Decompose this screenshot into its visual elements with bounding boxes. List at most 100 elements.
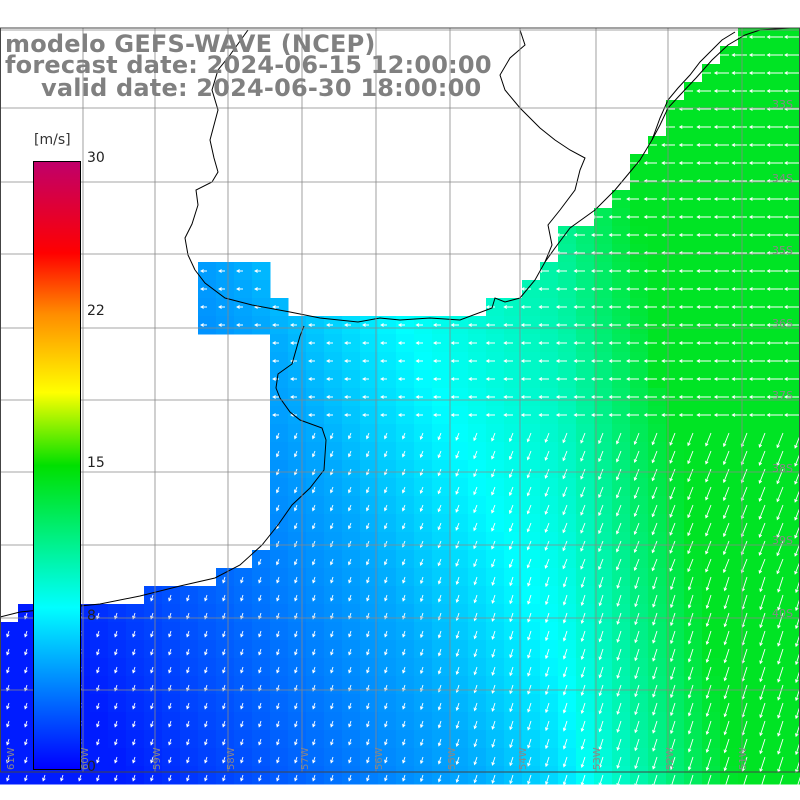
wind-arrow (503, 413, 513, 417)
wind-arrow (598, 666, 604, 679)
wind-arrow (670, 756, 676, 771)
wind-arrow (678, 377, 693, 381)
wind-cell (414, 406, 433, 425)
wind-arrow (520, 323, 531, 327)
wind-arrow (573, 269, 585, 273)
wind-arrow (132, 666, 136, 674)
wind-arrow (150, 630, 154, 638)
wind-arrow (437, 450, 442, 459)
wind-arrow (527, 738, 532, 749)
wind-arrow (670, 720, 676, 735)
wind-arrow (272, 359, 279, 363)
wind-cell (774, 298, 793, 317)
wind-arrow (362, 341, 369, 345)
wind-arrow (651, 486, 658, 500)
wind-arrow (150, 720, 154, 728)
wind-arrow (527, 648, 532, 659)
wind-cell (396, 352, 415, 371)
wind-cell (648, 262, 667, 281)
wind-arrow (544, 738, 550, 750)
wind-arrow (766, 377, 783, 381)
wind-arrow (433, 323, 441, 327)
wind-cell (774, 316, 793, 335)
lat-label: 36S (772, 317, 793, 330)
wind-arrow (626, 341, 639, 345)
valid-date: valid date: 2024-06-30 18:00:00 (41, 74, 482, 102)
lat-label: 40S (772, 607, 793, 620)
wind-cell (342, 334, 361, 353)
wind-arrow (580, 720, 586, 732)
wind-arrow (766, 89, 783, 93)
wind-arrow (538, 377, 549, 381)
wind-arrow (236, 323, 243, 327)
wind-arrow (634, 648, 640, 662)
wind-arrow (114, 720, 118, 728)
wind-cell (774, 154, 793, 173)
wind-arrow (731, 197, 747, 201)
wind-arrow (365, 558, 370, 566)
wind-arrow (468, 395, 477, 399)
wind-arrow (608, 395, 621, 399)
wind-cell (252, 316, 271, 335)
wind-cell (576, 280, 595, 299)
wind-arrow (748, 161, 765, 165)
wind-cell (720, 316, 739, 335)
wind-cell (306, 352, 325, 371)
wind-arrow (383, 504, 388, 512)
wind-arrow (491, 666, 496, 676)
wind-arrow (562, 720, 568, 732)
wind-arrow (114, 666, 118, 674)
wind-arrow (643, 269, 657, 273)
wind-arrow (6, 648, 10, 656)
wind-cell (738, 136, 757, 155)
wind-cell (666, 370, 685, 389)
wind-cell (792, 730, 800, 749)
wind-arrow (312, 648, 316, 656)
wind-arrow (687, 432, 694, 447)
wind-cell (306, 370, 325, 389)
wind-arrow (784, 305, 800, 309)
wind-arrow (383, 432, 388, 440)
wind-arrow (580, 504, 586, 516)
wind-arrow (538, 395, 549, 399)
wind-arrow (615, 432, 622, 445)
wind-arrow (562, 738, 568, 750)
wind-arrow (365, 522, 370, 530)
wind-arrow (696, 377, 711, 381)
wind-cell (702, 298, 721, 317)
wind-arrow (312, 756, 316, 764)
wind-cell (648, 352, 667, 371)
wind-arrow (748, 53, 765, 57)
wind-arrow (308, 377, 315, 381)
wind-arrow (696, 125, 711, 129)
wind-cell (306, 316, 325, 335)
wind-arrow (473, 432, 478, 442)
wind-arrow (329, 486, 334, 494)
wind-arrow (383, 558, 388, 566)
wind-arrow (670, 738, 676, 753)
wind-cell (702, 208, 721, 227)
wind-arrow (450, 377, 459, 381)
wind-arrow (687, 720, 694, 735)
wind-cell (198, 262, 217, 281)
wind-arrow (544, 702, 550, 714)
wind-arrow (723, 738, 730, 754)
wind-arrow (520, 413, 531, 417)
wind-arrow (652, 666, 658, 680)
wind-arrow (114, 738, 118, 746)
wind-arrow (590, 377, 603, 381)
wind-arrow (366, 756, 370, 764)
wind-cell (702, 100, 721, 119)
wind-arrow (186, 720, 190, 728)
wind-arrow (401, 558, 406, 566)
wind-arrow (402, 576, 406, 584)
wind-arrow (713, 89, 729, 93)
wind-arrow (748, 341, 765, 345)
wind-arrow (776, 486, 784, 503)
wind-arrow (661, 143, 675, 147)
wind-cell (594, 406, 613, 425)
wind-cell (738, 46, 757, 65)
wind-arrow (616, 774, 622, 787)
wind-arrow (598, 540, 604, 553)
